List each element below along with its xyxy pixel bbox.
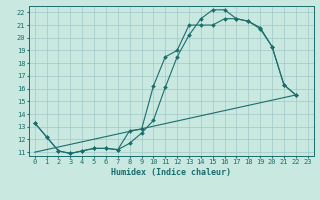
X-axis label: Humidex (Indice chaleur): Humidex (Indice chaleur) [111, 168, 231, 177]
